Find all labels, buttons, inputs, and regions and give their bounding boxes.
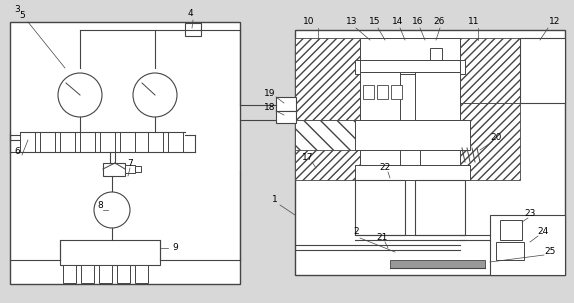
Text: 22: 22: [379, 164, 391, 172]
Text: 11: 11: [468, 18, 480, 26]
Bar: [276, 97, 296, 111]
Bar: [377, 85, 388, 99]
Bar: [295, 120, 360, 180]
Bar: [295, 30, 565, 275]
Text: 5: 5: [19, 11, 25, 19]
Text: 1: 1: [272, 195, 278, 205]
Text: 18: 18: [264, 104, 276, 112]
Text: 24: 24: [537, 228, 549, 237]
Bar: [430, 48, 442, 60]
Text: 13: 13: [346, 18, 358, 26]
Bar: [355, 180, 405, 235]
Bar: [390, 260, 485, 268]
Text: 4: 4: [187, 8, 193, 18]
Bar: [148, 132, 163, 152]
Bar: [355, 60, 465, 74]
Text: 17: 17: [302, 154, 314, 162]
Text: 6: 6: [14, 148, 20, 157]
Bar: [135, 166, 141, 172]
Bar: [496, 242, 524, 260]
Bar: [60, 132, 75, 152]
Bar: [355, 165, 470, 180]
Bar: [20, 132, 35, 152]
Bar: [80, 132, 95, 152]
Bar: [460, 103, 520, 180]
Bar: [99, 265, 112, 283]
Bar: [60, 240, 160, 265]
Bar: [391, 85, 402, 99]
Bar: [120, 132, 135, 152]
Bar: [355, 120, 470, 150]
Text: 15: 15: [369, 18, 381, 26]
Bar: [125, 165, 135, 173]
Bar: [168, 132, 183, 152]
Bar: [415, 180, 465, 235]
Bar: [63, 265, 76, 283]
Bar: [360, 60, 460, 72]
Bar: [490, 215, 565, 275]
Bar: [500, 220, 522, 240]
Bar: [40, 132, 55, 152]
Text: 10: 10: [303, 18, 315, 26]
Bar: [295, 38, 360, 120]
Bar: [420, 150, 460, 165]
Text: 2: 2: [353, 228, 359, 237]
Bar: [135, 265, 148, 283]
Text: 9: 9: [172, 244, 178, 252]
Bar: [460, 38, 520, 103]
Text: 14: 14: [392, 18, 404, 26]
Bar: [81, 265, 94, 283]
Bar: [520, 38, 565, 103]
Text: 8: 8: [97, 201, 103, 209]
Bar: [100, 132, 115, 152]
Text: 3: 3: [14, 5, 20, 15]
Bar: [295, 120, 360, 150]
Text: 21: 21: [377, 234, 387, 242]
Circle shape: [58, 73, 102, 117]
Bar: [360, 150, 400, 165]
Bar: [117, 265, 130, 283]
Circle shape: [94, 192, 130, 228]
Text: 7: 7: [127, 158, 133, 168]
Text: 20: 20: [490, 134, 502, 142]
Bar: [360, 72, 400, 120]
Bar: [276, 111, 296, 123]
Text: 26: 26: [433, 18, 445, 26]
Circle shape: [133, 73, 177, 117]
Text: 23: 23: [524, 208, 536, 218]
Text: 12: 12: [549, 18, 561, 26]
Bar: [103, 163, 125, 176]
Text: 25: 25: [544, 248, 556, 257]
Text: 19: 19: [264, 88, 276, 98]
Bar: [185, 23, 201, 36]
Bar: [415, 72, 460, 120]
Bar: [10, 22, 240, 284]
Bar: [360, 38, 460, 60]
Text: 16: 16: [412, 18, 424, 26]
Bar: [363, 85, 374, 99]
